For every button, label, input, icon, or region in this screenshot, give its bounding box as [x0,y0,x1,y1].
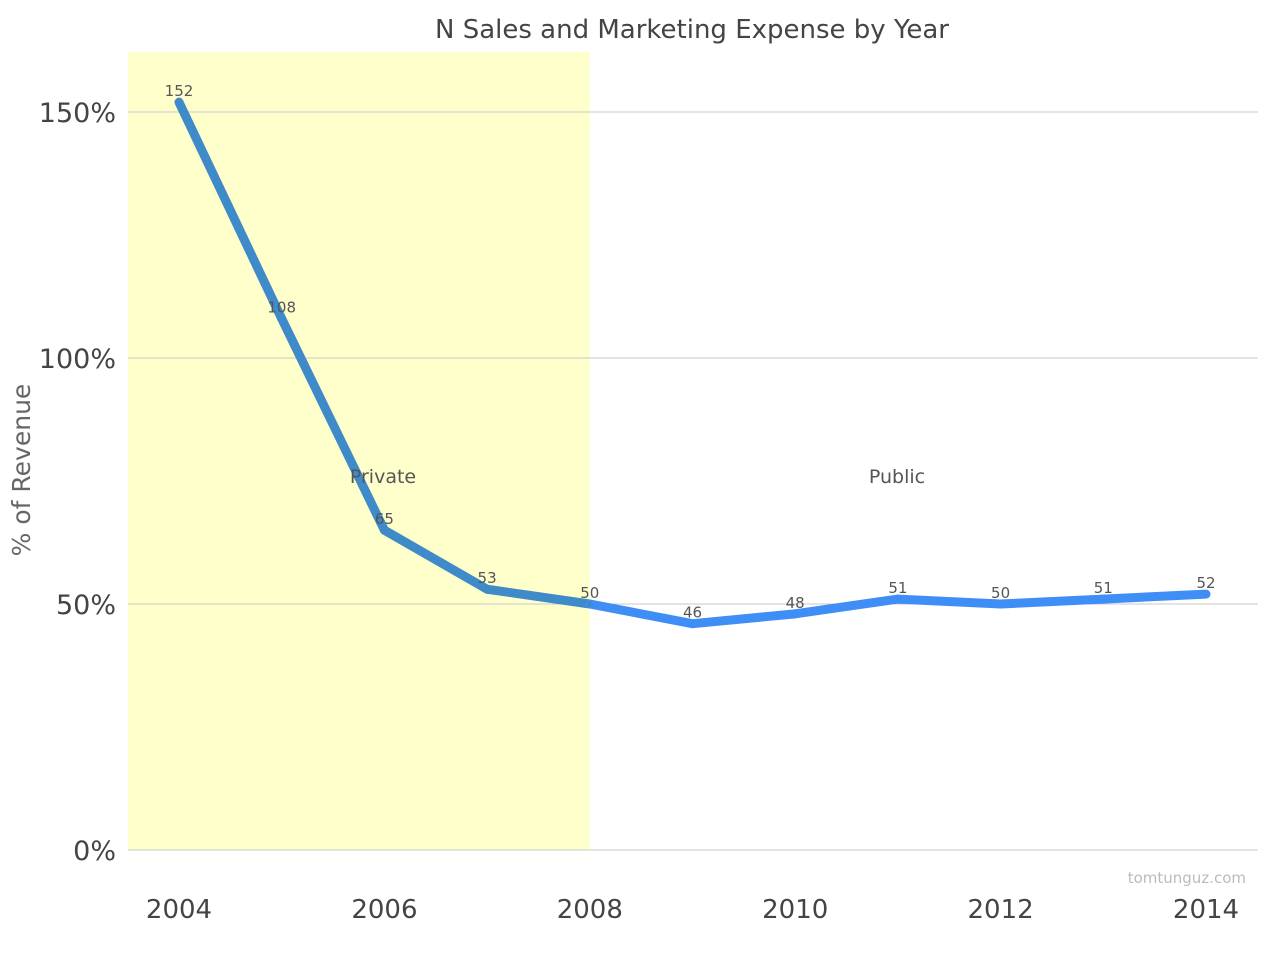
data-label: 51 [888,579,907,597]
data-point [176,99,182,106]
series-segment [688,609,800,629]
y-axis-ticks: 0% 50% 100% 150% [39,98,116,867]
data-label: 51 [1094,579,1113,597]
x-tick-label: 2014 [1173,895,1239,925]
data-label: 48 [786,594,805,612]
data-label: 52 [1196,574,1215,592]
data-label: 65 [375,510,394,528]
y-tick-label: 50% [56,590,116,621]
private-region-shading [128,52,590,850]
y-tick-label: 0% [73,836,116,867]
data-point [1100,596,1107,603]
private-region-label: Private [350,466,416,488]
data-label: 46 [683,604,702,622]
chart-title: N Sales and Marketing Expense by Year [435,15,949,45]
data-label: 50 [991,584,1010,602]
data-point [792,610,799,617]
series-segment [585,599,697,629]
public-region-label: Public [869,466,925,488]
data-point [484,586,491,593]
y-axis-label: % of Revenue [7,384,36,557]
series-line [174,97,1211,629]
data-point [586,601,593,607]
series-segment [482,584,595,609]
data-point [278,315,285,322]
series-segment [1098,589,1211,604]
data-labels: 152 108 65 53 50 46 48 51 50 51 52 [165,82,1216,627]
x-tick-label: 2006 [351,895,417,925]
data-point [997,601,1004,607]
series-segment [379,525,492,594]
x-tick-label: 2008 [557,895,623,925]
data-point [894,596,901,603]
x-axis-ticks: 2004 2006 2008 2010 2012 2014 [146,895,1239,925]
data-label: 50 [580,584,599,602]
data-label: 53 [478,569,497,587]
x-tick-label: 2004 [146,895,212,925]
series-segment [174,97,287,324]
data-point [381,527,388,534]
data-label: 108 [267,299,296,317]
y-tick-label: 100% [39,344,116,375]
watermark: tomtunguz.com [1128,869,1246,887]
data-point [689,620,696,627]
series-segment [996,594,1108,609]
series-segment [893,594,1006,609]
data-label: 152 [165,82,194,100]
data-point [1203,591,1209,598]
x-tick-label: 2012 [968,895,1034,925]
series-segment [277,314,389,535]
x-tick-label: 2010 [762,895,828,925]
y-tick-label: 150% [39,98,116,129]
series-segment [790,594,903,619]
